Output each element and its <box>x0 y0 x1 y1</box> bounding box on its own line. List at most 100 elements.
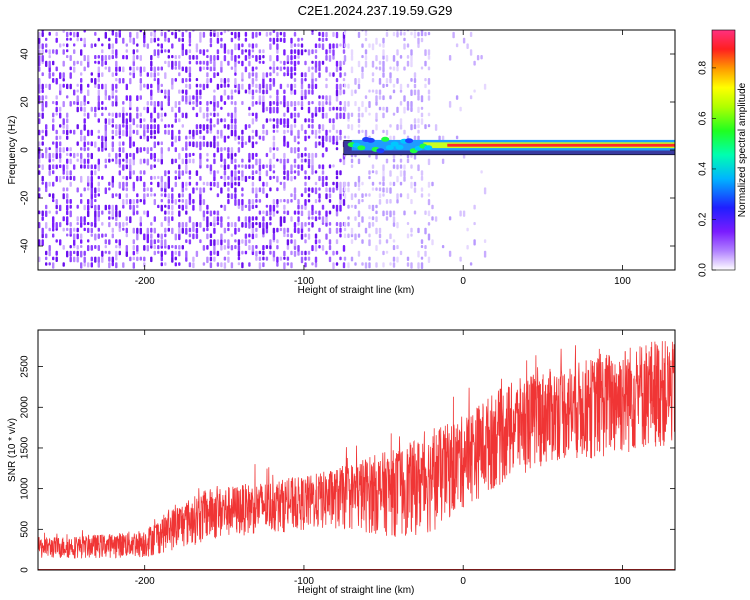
spectrogram-cell <box>216 112 220 117</box>
spectrogram-cell <box>111 101 114 107</box>
spectrogram-cell <box>314 210 318 215</box>
spectrogram-cell <box>307 175 311 180</box>
spectrogram-cell <box>382 106 385 111</box>
spectrogram-cell <box>80 78 83 83</box>
spectrogram-cell <box>125 245 128 252</box>
spectrogram-cell <box>413 187 417 193</box>
spectrogram-cell <box>328 43 332 50</box>
spectrogram-cell <box>272 199 276 205</box>
spectrogram-cell <box>178 55 181 59</box>
spectrogram-cell <box>234 55 237 62</box>
spectrogram-cell <box>55 175 58 182</box>
spectrogram-cell <box>143 245 146 251</box>
spectrogram-cell <box>216 37 220 44</box>
spectrogram-cell <box>45 262 48 266</box>
spectrogram-cell <box>255 83 258 89</box>
spectrogram-cell <box>258 187 262 193</box>
spectrogram-cell <box>269 66 272 70</box>
spectrogram-cell <box>62 72 65 79</box>
spectrogram-cell <box>146 83 149 90</box>
spectrogram-cell <box>403 170 406 177</box>
spectrogram-cell <box>108 158 111 163</box>
spectrogram-cell <box>230 152 234 160</box>
spectrogram-cell <box>283 158 286 166</box>
spectrogram-cell <box>304 49 307 53</box>
spectrogram-cell <box>300 78 304 85</box>
spectrogram-cell <box>392 262 396 268</box>
spectrogram-cell <box>255 250 258 257</box>
spectrogram-cell <box>52 193 55 199</box>
spectrogram-cell <box>115 124 118 130</box>
spectrogram-cell <box>342 49 346 54</box>
spectrogram-cell <box>234 227 237 235</box>
spectrogram-cell <box>206 245 209 250</box>
spectrogram-cell <box>55 210 58 215</box>
spectrogram-cell <box>115 262 118 269</box>
spectrogram-cell <box>368 256 371 261</box>
spectrogram-cell <box>178 106 181 113</box>
spectrogram-cell <box>399 181 403 186</box>
spectrogram-cell <box>143 147 146 152</box>
spectrogram-cell <box>364 60 368 68</box>
spectrogram-cell <box>251 31 255 39</box>
spectrogram-cell <box>118 78 121 84</box>
spectrogram-cell <box>237 89 241 95</box>
spectrogram-cell <box>153 175 156 180</box>
spectrogram-cell <box>171 187 174 192</box>
spectrogram-cell <box>185 250 188 258</box>
spectrogram-cell <box>357 118 361 124</box>
spectrogram-cell <box>195 112 199 118</box>
spectrogram-cell <box>167 227 170 232</box>
spectrogram-cell <box>118 124 121 131</box>
spectrogram-cell <box>104 141 107 149</box>
spectrogram-cell <box>311 210 314 216</box>
spectrogram-cell <box>41 72 44 77</box>
spectrogram-cell <box>258 95 262 102</box>
spectrogram-cell <box>283 118 286 125</box>
spectrogram-cell <box>427 222 431 226</box>
spectrogram-cell <box>38 78 41 85</box>
spectrogram-cell <box>160 239 163 247</box>
spectrogram-cell <box>469 95 473 100</box>
spectrogram-cell <box>339 222 342 228</box>
spectrogram-cell <box>251 164 255 169</box>
spectrogram-cell <box>255 204 258 209</box>
spectrogram-cell <box>318 210 321 216</box>
x-tick-label: 0 <box>460 276 466 287</box>
y-tick-label: 1500 <box>20 436 31 459</box>
spectrogram-cell <box>132 256 135 261</box>
spectrogram-cell <box>255 245 258 249</box>
spectrogram-cell <box>410 181 413 189</box>
spectrogram-cell <box>304 204 307 210</box>
spectrogram-cell <box>181 124 184 128</box>
spectrogram-cell <box>150 193 153 197</box>
spectrogram-cell <box>220 129 223 137</box>
spectrogram-cell <box>318 187 321 191</box>
spectrogram-cell <box>83 112 86 117</box>
spectrogram-cell <box>38 31 41 39</box>
spectrogram-cell <box>314 112 318 117</box>
spectrogram-cell <box>325 193 328 200</box>
spectrogram-cell <box>108 256 111 262</box>
spectrogram-cell <box>38 66 41 72</box>
spectrogram-cell <box>185 30 188 33</box>
spectrogram-cell <box>452 31 455 39</box>
spectrogram-cell <box>139 30 142 33</box>
spectrogram-cell <box>216 147 220 153</box>
spectrogram-cell <box>76 204 79 209</box>
spectrogram-cell <box>357 158 361 165</box>
spectrogram-cell <box>321 101 325 107</box>
spectrogram-cell <box>290 164 293 171</box>
spectrogram-cell <box>188 181 192 186</box>
spectrogram-cell <box>382 95 385 101</box>
spectrogram-cell <box>181 43 184 51</box>
spectrogram-cell <box>45 37 48 41</box>
spectrogram-cell <box>111 112 114 117</box>
spectrogram-cell <box>382 175 385 182</box>
spectrogram-cell <box>248 204 251 212</box>
spectrogram-cell <box>101 49 104 54</box>
spectrogram-cell <box>153 245 156 250</box>
spectrogram-cell <box>335 170 339 176</box>
spectrogram-cell <box>115 95 118 102</box>
